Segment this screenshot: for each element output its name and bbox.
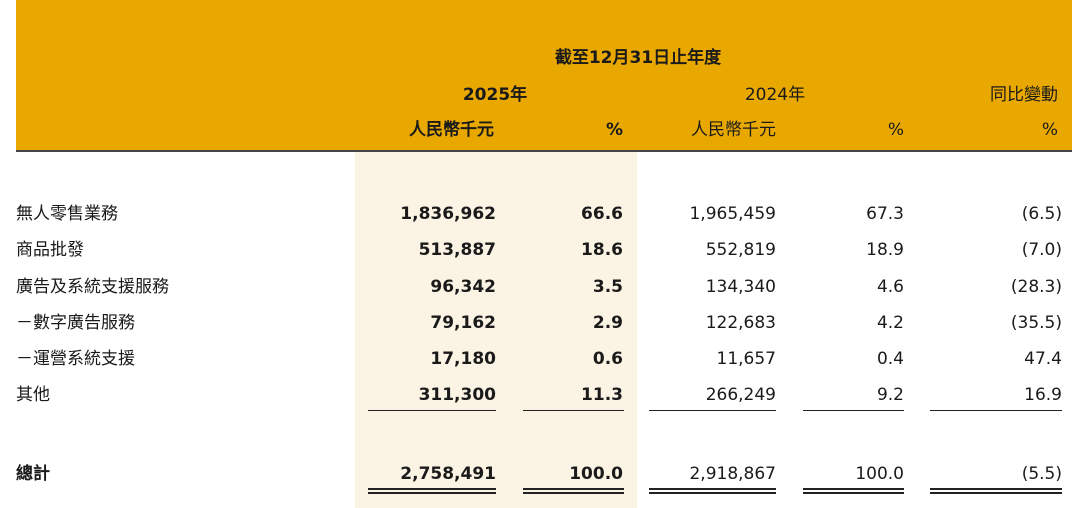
- cell-2025-amount: 96,342: [430, 277, 496, 297]
- total-double-rule: [930, 488, 1062, 494]
- cell-2025-amount: 79,162: [430, 313, 496, 333]
- cell-2025-amount: 311,300: [418, 385, 496, 405]
- cell-2025-pct: 2.9: [592, 313, 623, 333]
- cell-2024-pct: 0.4: [876, 349, 904, 369]
- subtotal-rule: [649, 410, 776, 411]
- cell-2024-pct: 18.9: [866, 240, 904, 260]
- period-heading: 截至12月31日止年度: [554, 48, 722, 68]
- row-label: 其他: [16, 385, 50, 405]
- total-yoy: (5.5): [1021, 464, 1062, 484]
- row-label-sub: －數字廣告服務: [16, 313, 135, 333]
- row-label: 商品批發: [16, 240, 84, 260]
- total-2025-pct: 100.0: [569, 464, 623, 484]
- unit-2024: 人民幣千元: [691, 120, 776, 140]
- cell-2024-amount: 11,657: [716, 349, 776, 369]
- total-double-rule: [523, 488, 624, 494]
- year-2025-heading: 2025年: [462, 85, 528, 105]
- unit-2025: 人民幣千元: [409, 120, 494, 140]
- cell-yoy: 47.4: [1024, 349, 1062, 369]
- cell-2024-pct: 4.2: [876, 313, 904, 333]
- pct-2025-heading: %: [605, 120, 623, 140]
- cell-2025-amount: 17,180: [430, 349, 496, 369]
- cell-2025-pct: 3.5: [592, 277, 623, 297]
- cell-2024-amount: 552,819: [705, 240, 776, 260]
- total-2025-amount: 2,758,491: [400, 464, 496, 484]
- cell-yoy: (6.5): [1021, 204, 1062, 224]
- cell-2025-pct: 66.6: [581, 204, 623, 224]
- cell-2025-pct: 18.6: [581, 240, 623, 260]
- cell-2024-amount: 122,683: [705, 313, 776, 333]
- subtotal-rule: [368, 410, 496, 411]
- cell-2025-pct: 11.3: [581, 385, 623, 405]
- row-label-sub: －運營系統支援: [16, 349, 135, 369]
- cell-2024-pct: 67.3: [866, 204, 904, 224]
- row-label: 無人零售業務: [16, 204, 118, 224]
- cell-2024-amount: 266,249: [705, 385, 776, 405]
- cell-yoy: (7.0): [1021, 240, 1062, 260]
- cell-2025-amount: 1,836,962: [400, 204, 496, 224]
- subtotal-rule: [803, 410, 904, 411]
- cell-2024-pct: 9.2: [876, 385, 904, 405]
- total-2024-amount: 2,918,867: [689, 464, 776, 484]
- cell-yoy: (35.5): [1010, 313, 1062, 333]
- header-rule: [16, 150, 1072, 152]
- cell-2024-amount: 134,340: [705, 277, 776, 297]
- table-header-band: [16, 0, 1072, 150]
- cell-2025-pct: 0.6: [592, 349, 623, 369]
- cell-2025-amount: 513,887: [418, 240, 496, 260]
- row-label: 廣告及系統支援服務: [16, 277, 169, 297]
- year-2024-heading: 2024年: [744, 85, 806, 105]
- subtotal-rule: [523, 410, 624, 411]
- pct-yoy-heading: %: [1041, 120, 1058, 140]
- cell-2024-amount: 1,965,459: [689, 204, 776, 224]
- cell-yoy: (28.3): [1010, 277, 1062, 297]
- current-year-column-shade: [355, 152, 637, 508]
- cell-2024-pct: 4.6: [876, 277, 904, 297]
- total-double-rule: [368, 488, 496, 494]
- total-double-rule: [649, 488, 776, 494]
- cell-yoy: 16.9: [1024, 385, 1062, 405]
- total-label: 總計: [16, 464, 50, 484]
- subtotal-rule: [930, 410, 1062, 411]
- total-double-rule: [803, 488, 904, 494]
- total-2024-pct: 100.0: [855, 464, 904, 484]
- pct-2024-heading: %: [887, 120, 904, 140]
- yoy-change-heading: 同比變動: [990, 85, 1058, 105]
